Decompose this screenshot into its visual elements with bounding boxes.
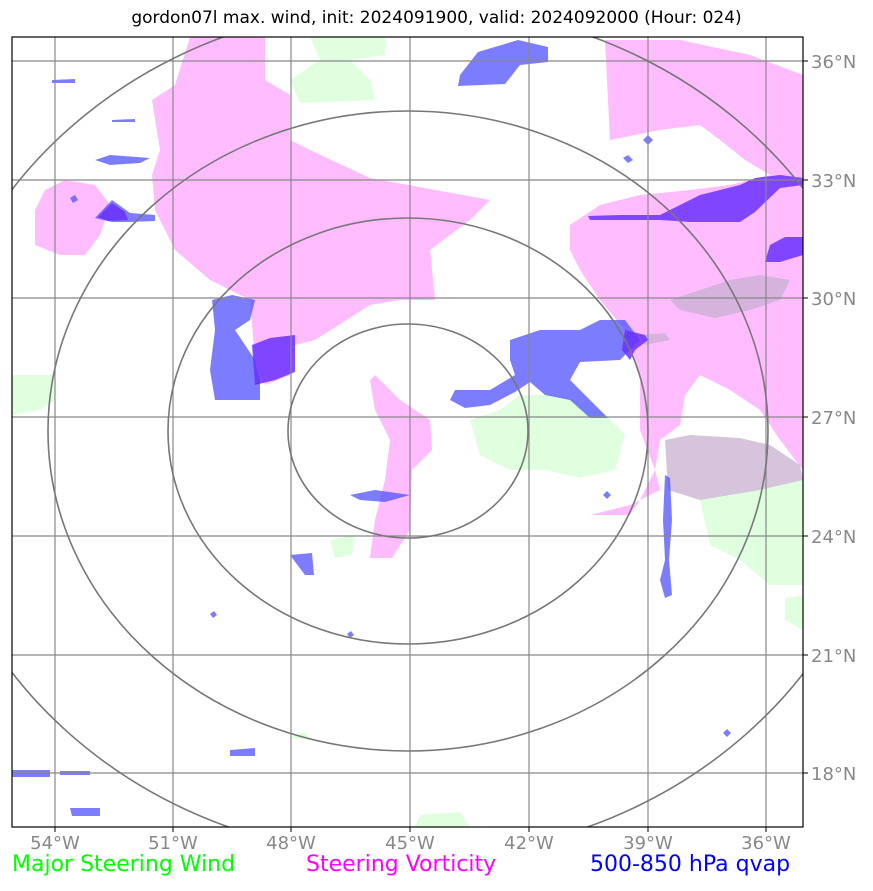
lat-tick-label: 18°N (811, 764, 856, 785)
range-ring-3 (47, 110, 769, 752)
lat-tick-label: 33°N (811, 171, 856, 192)
lon-tick-label: 51°W (148, 833, 198, 854)
lat-tick-label: 36°N (811, 52, 856, 73)
legend-steering-wind: Major Steering Wind (12, 852, 236, 877)
steering-wind-layer (12, 37, 803, 827)
lon-tick-label: 39°W (623, 833, 673, 854)
tick-marks (54, 60, 808, 832)
lat-tick-labels: 36°N 33°N 30°N 27°N 24°N 21°N 18°N (811, 52, 856, 785)
lon-tick-label: 48°W (266, 833, 316, 854)
lon-tick-label: 45°W (385, 833, 435, 854)
lat-tick-label: 24°N (811, 527, 856, 548)
map-frame (11, 36, 804, 828)
lat-tick-label: 30°N (811, 289, 856, 310)
lon-tick-label: 54°W (30, 833, 80, 854)
map-plot-area (12, 37, 803, 827)
lon-tick-label: 36°W (741, 833, 791, 854)
range-rings (12, 37, 803, 827)
range-ring-1 (287, 323, 529, 539)
legend-qvap: 500-850 hPa qvap (590, 852, 791, 877)
lat-tick-label: 27°N (811, 408, 856, 429)
lon-tick-labels: 54°W 51°W 48°W 45°W 42°W 39°W 36°W (30, 833, 791, 854)
graticule (12, 37, 803, 827)
overlap-layer (640, 275, 803, 500)
legend-steering-vorticity: Steering Vorticity (306, 852, 497, 877)
range-ring-2 (167, 217, 649, 645)
lon-tick-label: 42°W (504, 833, 554, 854)
qvap-vorticity-overlap-layer (98, 175, 803, 385)
lat-tick-label: 21°N (811, 646, 856, 667)
map-title: gordon07l max. wind, init: 2024091900, v… (131, 8, 742, 28)
